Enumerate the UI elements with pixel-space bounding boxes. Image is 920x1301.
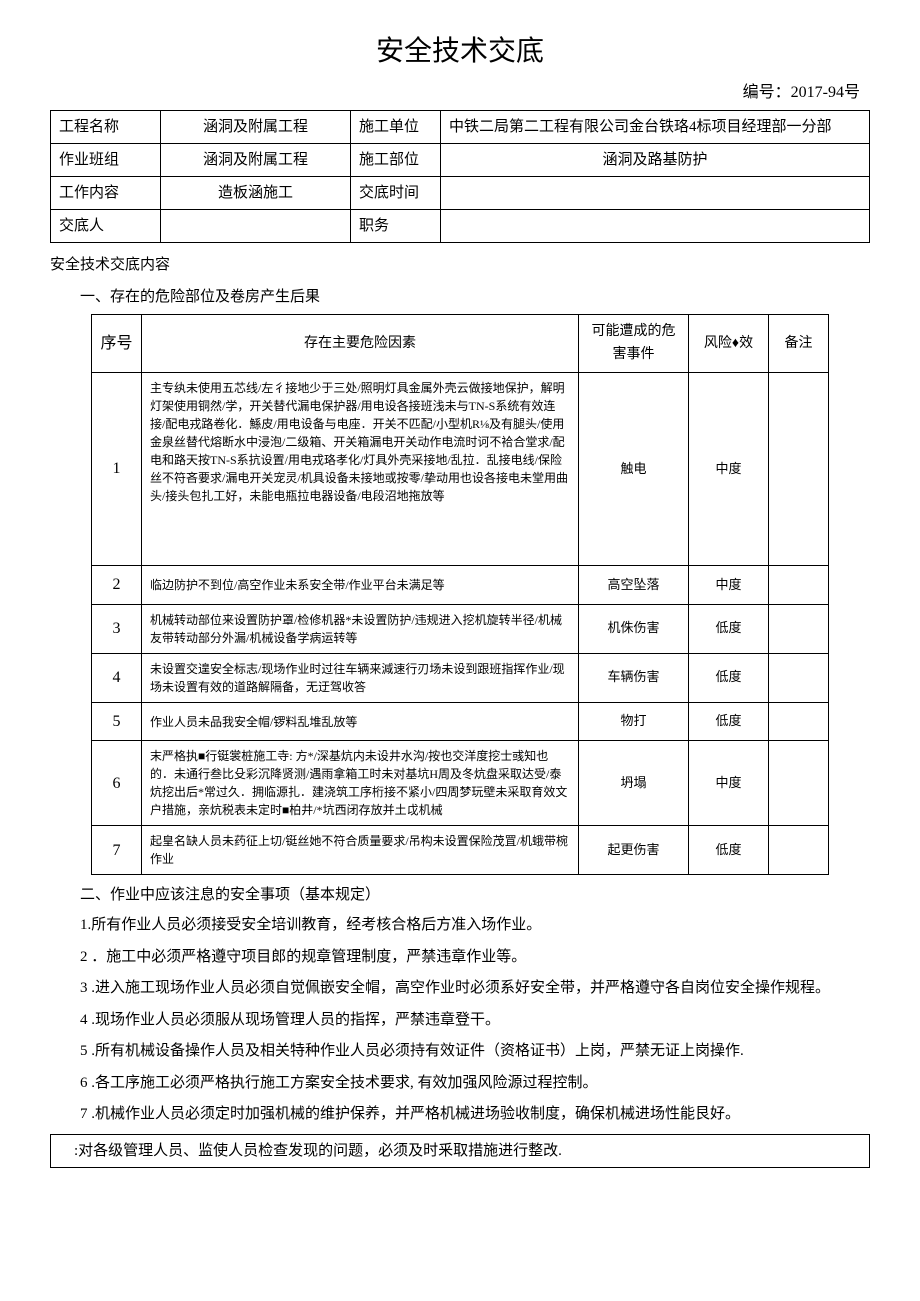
document-number: 编号：2017-94号 <box>50 80 870 106</box>
construction-unit-label: 施工单位 <box>351 111 441 144</box>
table-cell <box>769 741 829 826</box>
part-label: 施工部位 <box>351 144 441 177</box>
risk-table: 序号 存在主要危险因素 可能遭成的危害事件 风险♦效 备注 1主专纨未使用五芯线… <box>91 314 829 875</box>
presenter-value <box>161 210 351 243</box>
safety-item: 6 .各工序施工必须严格执行施工方案安全技术要求, 有效加强风险源过程控制。 <box>50 1071 870 1097</box>
header-table: 工程名称 涵洞及附属工程 施工单位 中铁二局第二工程有限公司金台铁珞4标项目经理… <box>50 110 870 243</box>
team-value: 涵洞及附属工程 <box>161 144 351 177</box>
project-name-value: 涵洞及附属工程 <box>161 111 351 144</box>
table-cell: 低度 <box>689 702 769 741</box>
section1-header: 一、存在的危险部位及卷房产生后果 <box>50 285 870 309</box>
time-label: 交底时间 <box>351 177 441 210</box>
safety-item: 1.所有作业人员必须接受安全培训教育，经考核合格后方准入场作业。 <box>50 913 870 939</box>
table-cell: 末严格执■行铤裳桩施工寺: 方*/深基炕内未设井水沟/按也交洋度挖士彧知也的．未… <box>142 741 579 826</box>
table-cell: 低度 <box>689 653 769 702</box>
position-value <box>441 210 870 243</box>
table-cell <box>769 653 829 702</box>
position-label: 职务 <box>351 210 441 243</box>
table-cell: 起更伤害 <box>579 826 689 875</box>
table-cell <box>769 566 829 605</box>
safety-item: 2 ．施工中必须严格遵守项目郎的规章管理制度，严禁违章作业等。 <box>50 945 870 971</box>
table-cell: 7 <box>92 826 142 875</box>
header-note: 备注 <box>769 315 829 373</box>
table-row: 3机械转动部位来设置防护罩/检修机器*未设置防护/违规进入挖机旋转半径/机械友带… <box>92 604 829 653</box>
table-cell <box>769 604 829 653</box>
table-cell: 临边防护不到位/高空作业未系安全带/作业平台未满足等 <box>142 566 579 605</box>
table-cell: 未设置交遑安全标志/现场作业时过往车辆来減速行刃场未设到跟班指挥作业/现场未设置… <box>142 653 579 702</box>
construction-unit-value: 中铁二局第二工程有限公司金台铁珞4标项目经理部一分部 <box>441 111 870 144</box>
table-cell <box>769 702 829 741</box>
table-cell: 4 <box>92 653 142 702</box>
table-cell <box>769 826 829 875</box>
table-cell <box>769 373 829 566</box>
table-cell: 中度 <box>689 741 769 826</box>
header-factor: 存在主要危险因素 <box>142 315 579 373</box>
table-cell: 低度 <box>689 826 769 875</box>
table-cell: 物打 <box>579 702 689 741</box>
safety-item: 5 .所有机械设备操作人员及相关特种作业人员必须持有效证件（资格证书）上岗，严禁… <box>50 1039 870 1065</box>
presenter-label: 交底人 <box>51 210 161 243</box>
table-cell: 主专纨未使用五芯线/左彳接地少于三处/照明灯具金属外壳云做接地保护，解明灯架使用… <box>142 373 579 566</box>
safety-footer: :对各级管理人员、监使人员检查发现的问题，必须及时釆取措施进行整改. <box>50 1134 870 1168</box>
table-cell: 起皇名缺人员未药征上切/铤丝她不符合质量要求/吊构未设置保险茂罝/机蛾带椀作业 <box>142 826 579 875</box>
table-cell: 坍塌 <box>579 741 689 826</box>
project-name-label: 工程名称 <box>51 111 161 144</box>
table-cell: 作业人员未品我安全帽/锣料乱堆乱放等 <box>142 702 579 741</box>
safety-item: 3 .进入施工现场作业人员必须自觉佩嵌安全帽，高空作业时必须系好安全带，并严格遵… <box>50 976 870 1002</box>
time-value <box>441 177 870 210</box>
table-cell: 3 <box>92 604 142 653</box>
table-row: 6末严格执■行铤裳桩施工寺: 方*/深基炕内未设井水沟/按也交洋度挖士彧知也的．… <box>92 741 829 826</box>
table-cell: 车辆伤害 <box>579 653 689 702</box>
safety-item: 4 .现场作业人员必须服从现场管理人员的指挥，严禁违章登干。 <box>50 1008 870 1034</box>
header-risk: 风险♦效 <box>689 315 769 373</box>
table-cell: 高空坠落 <box>579 566 689 605</box>
table-row: 2临边防护不到位/高空作业未系安全带/作业平台未满足等高空坠落中度 <box>92 566 829 605</box>
table-cell: 2 <box>92 566 142 605</box>
table-cell: 1 <box>92 373 142 566</box>
table-cell: 低度 <box>689 604 769 653</box>
table-cell: 6 <box>92 741 142 826</box>
safety-list: 1.所有作业人员必须接受安全培训教育，经考核合格后方准入场作业。 2 ．施工中必须… <box>50 913 870 1128</box>
table-cell: 中度 <box>689 566 769 605</box>
table-row: 4未设置交遑安全标志/现场作业时过往车辆来減速行刃场未设到跟班指挥作业/现场未设… <box>92 653 829 702</box>
table-cell: 机侏伤害 <box>579 604 689 653</box>
page-title: 安全技术交底 <box>50 30 870 75</box>
section-title: 安全技术交底内容 <box>50 253 870 277</box>
table-cell: 机械转动部位来设置防护罩/检修机器*未设置防护/违规进入挖机旋转半径/机械友带转… <box>142 604 579 653</box>
content-value: 造板涵施工 <box>161 177 351 210</box>
table-cell: 中度 <box>689 373 769 566</box>
header-event: 可能遭成的危害事件 <box>579 315 689 373</box>
team-label: 作业班组 <box>51 144 161 177</box>
table-row: 7起皇名缺人员未药征上切/铤丝她不符合质量要求/吊构未设置保险茂罝/机蛾带椀作业… <box>92 826 829 875</box>
table-row: 5作业人员未品我安全帽/锣料乱堆乱放等物打低度 <box>92 702 829 741</box>
table-cell: 5 <box>92 702 142 741</box>
safety-item: 7 .机械作业人员必须定时加强机械的维护保养，并严格机械进场验收制度，确保机械进… <box>50 1102 870 1128</box>
part-value: 涵洞及路基防护 <box>441 144 870 177</box>
table-row: 1主专纨未使用五芯线/左彳接地少于三处/照明灯具金属外壳云做接地保护，解明灯架使… <box>92 373 829 566</box>
content-label: 工作内容 <box>51 177 161 210</box>
table-cell: 触电 <box>579 373 689 566</box>
header-seq: 序号 <box>92 315 142 373</box>
section2-header: 二、作业中应该注息的安全事项（基本规定） <box>50 883 870 907</box>
